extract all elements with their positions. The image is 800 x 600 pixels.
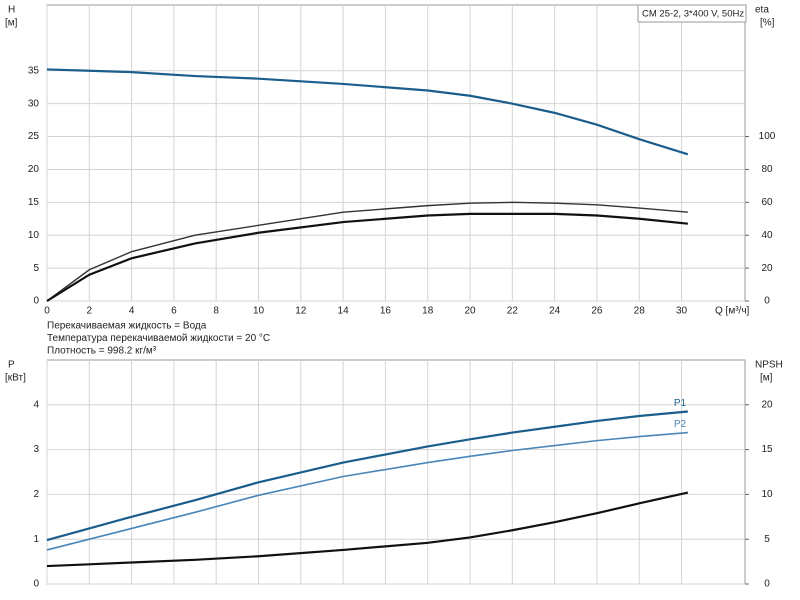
x-tick-label: 8 xyxy=(213,306,219,317)
legend-text: CM 25-2, 3*400 V, 50Hz xyxy=(642,9,744,20)
x-tick-label: 20 xyxy=(464,306,476,317)
x-tick-label: 22 xyxy=(507,306,519,317)
y-tick-label: 2 xyxy=(33,489,39,500)
x-tick-label: 6 xyxy=(171,306,177,317)
y2-tick-label: 15 xyxy=(761,444,773,455)
series-line xyxy=(46,68,689,156)
x-tick-label: 18 xyxy=(422,306,434,317)
y-tick-label: 15 xyxy=(28,197,40,208)
x-tick-label: 26 xyxy=(591,306,603,317)
y-axis-label: H xyxy=(8,5,15,16)
y2-tick-label: 100 xyxy=(759,131,776,142)
series-line xyxy=(46,410,688,542)
y2-tick-label: 10 xyxy=(761,489,773,500)
series-label: P2 xyxy=(674,419,687,430)
x-tick-label: 10 xyxy=(253,306,265,317)
y-tick-label: 4 xyxy=(33,399,39,410)
series-line xyxy=(46,201,688,302)
x-tick-label: 0 xyxy=(44,306,50,317)
y-axis-label: P xyxy=(8,360,15,371)
plot-area xyxy=(46,4,746,302)
x-axis-label: Q [м³/ч] xyxy=(715,306,750,317)
y2-tick-label: 5 xyxy=(764,534,770,545)
series-line xyxy=(46,431,688,551)
note: Плотность = 998.2 кг/м³ xyxy=(47,346,157,357)
y2-tick-label: 0 xyxy=(764,296,770,307)
legend-box xyxy=(637,4,747,23)
y-tick-label: 30 xyxy=(28,98,40,109)
y-tick-label: 25 xyxy=(28,131,40,142)
note: Температура перекачиваемой жидкости = 20… xyxy=(47,333,270,344)
y2-tick-label: 40 xyxy=(761,230,773,241)
y2-tick-label: 0 xyxy=(764,579,770,590)
y2-axis-label: NPSH xyxy=(755,360,783,371)
y-tick-label: 0 xyxy=(33,579,39,590)
x-tick-label: 24 xyxy=(549,306,561,317)
series-line xyxy=(46,491,689,568)
plot-area xyxy=(46,359,746,585)
y2-tick-label: 20 xyxy=(761,263,773,274)
y-axis-unit: [м] xyxy=(5,18,18,29)
y2-tick-label: 80 xyxy=(761,164,773,175)
x-tick-label: 2 xyxy=(87,306,93,317)
y2-tick-label: 20 xyxy=(761,399,773,410)
y-tick-label: 3 xyxy=(33,444,39,455)
x-tick-label: 28 xyxy=(634,306,646,317)
y-tick-label: 10 xyxy=(28,230,40,241)
y-tick-label: 5 xyxy=(33,263,39,274)
note: Перекачиваемая жидкость = Вода xyxy=(47,321,207,332)
y2-axis-unit: [м] xyxy=(760,373,773,384)
y-tick-label: 0 xyxy=(33,296,39,307)
y2-tick-label: 60 xyxy=(761,197,773,208)
x-tick-label: 4 xyxy=(129,306,135,317)
y-tick-label: 20 xyxy=(28,164,40,175)
y2-axis-unit: [%] xyxy=(760,18,775,29)
series-label: P1 xyxy=(674,398,687,409)
series-line xyxy=(46,212,689,302)
x-tick-label: 12 xyxy=(295,306,307,317)
x-tick-label: 30 xyxy=(676,306,688,317)
y-tick-label: 1 xyxy=(33,534,39,545)
y-axis-unit: [кВт] xyxy=(5,373,26,384)
x-tick-label: 14 xyxy=(338,306,350,317)
x-tick-label: 16 xyxy=(380,306,392,317)
y-tick-label: 35 xyxy=(28,65,40,76)
y2-axis-label: eta xyxy=(755,5,769,16)
